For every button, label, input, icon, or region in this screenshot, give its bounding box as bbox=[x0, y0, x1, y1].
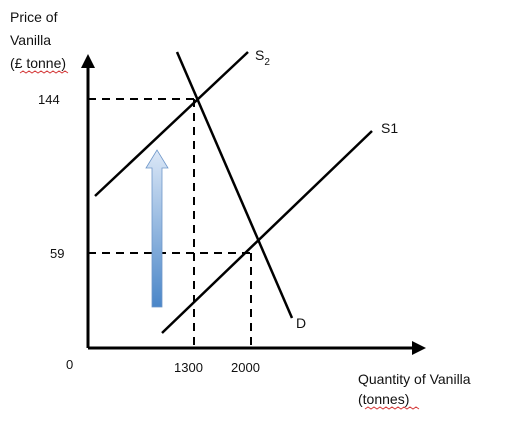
supply-curve-s2 bbox=[94, 51, 249, 197]
label-d: D bbox=[296, 315, 306, 331]
y-axis-arrowhead bbox=[81, 54, 95, 68]
y-axis-title-line-1: Price of bbox=[10, 9, 58, 25]
x-axis-arrowhead bbox=[412, 341, 426, 355]
y-axis-title: Price of Vanilla (£ tonne) bbox=[10, 9, 66, 71]
x-axis-title: Quantity of Vanilla (tonnes) bbox=[358, 371, 474, 407]
spellcheck-squiggle-tonnes bbox=[364, 406, 420, 410]
y-axis-title-line-3: (£ tonne) bbox=[10, 55, 66, 71]
price-increase-arrow bbox=[145, 149, 169, 308]
price-label-59: 59 bbox=[50, 246, 64, 261]
origin-label: 0 bbox=[66, 357, 73, 372]
label-s2: S2 bbox=[255, 47, 270, 68]
label-s1: S1 bbox=[381, 120, 398, 136]
demand-curve bbox=[175, 51, 294, 319]
price-label-144: 144 bbox=[38, 92, 60, 107]
quantity-label-1300: 1300 bbox=[174, 360, 203, 375]
x-axis-title-line-2: (tonnes) bbox=[358, 391, 409, 407]
y-axis-title-line-2: Vanilla bbox=[10, 32, 51, 48]
x-axis-title-line-1: Quantity of Vanilla bbox=[358, 371, 471, 387]
quantity-label-2000: 2000 bbox=[231, 360, 260, 375]
label-s2-main: S bbox=[255, 47, 264, 63]
spellcheck-squiggle-tonne bbox=[19, 70, 69, 74]
label-s2-subscript: 2 bbox=[264, 57, 270, 68]
supply-curve-s1 bbox=[161, 130, 373, 334]
